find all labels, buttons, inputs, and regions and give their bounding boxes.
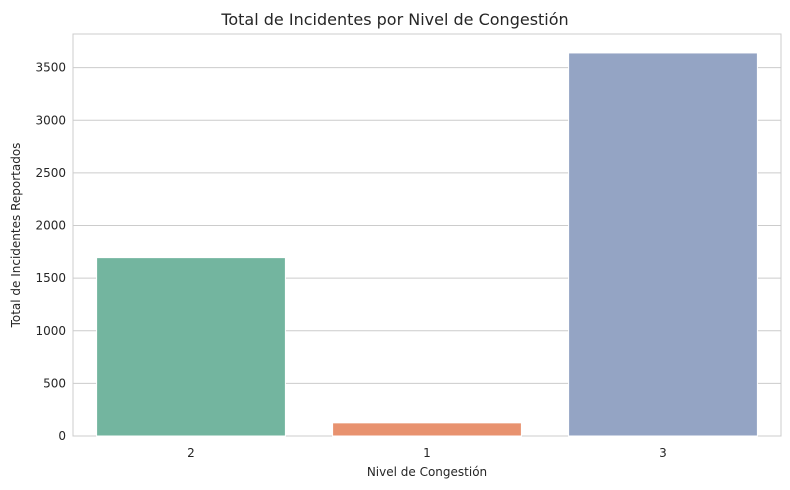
x-axis-label: Nivel de Congestión — [367, 465, 487, 479]
y-tick-label: 2500 — [35, 166, 66, 180]
y-tick-labels: 0 500 1000 1500 2000 2500 3000 3500 — [35, 61, 66, 443]
y-tick-label: 0 — [58, 429, 66, 443]
chart-title: Total de Incidentes por Nivel de Congest… — [220, 10, 568, 29]
y-tick-label: 3000 — [35, 113, 66, 127]
bar-level-2 — [96, 257, 286, 437]
y-tick-label: 2000 — [35, 219, 66, 233]
bars-group — [96, 52, 758, 437]
bar-level-1 — [332, 422, 522, 437]
x-tick-label: 3 — [659, 446, 667, 460]
x-tick-label: 2 — [187, 446, 195, 460]
y-tick-label: 3500 — [35, 61, 66, 75]
y-tick-label: 1000 — [35, 324, 66, 338]
bar-level-3 — [568, 52, 758, 437]
x-tick-label: 1 — [423, 446, 431, 460]
y-tick-label: 500 — [43, 376, 66, 390]
y-axis-label: Total de Incidentes Reportados — [9, 143, 23, 329]
y-tick-label: 1500 — [35, 271, 66, 285]
x-tick-labels: 2 1 3 — [187, 446, 667, 460]
